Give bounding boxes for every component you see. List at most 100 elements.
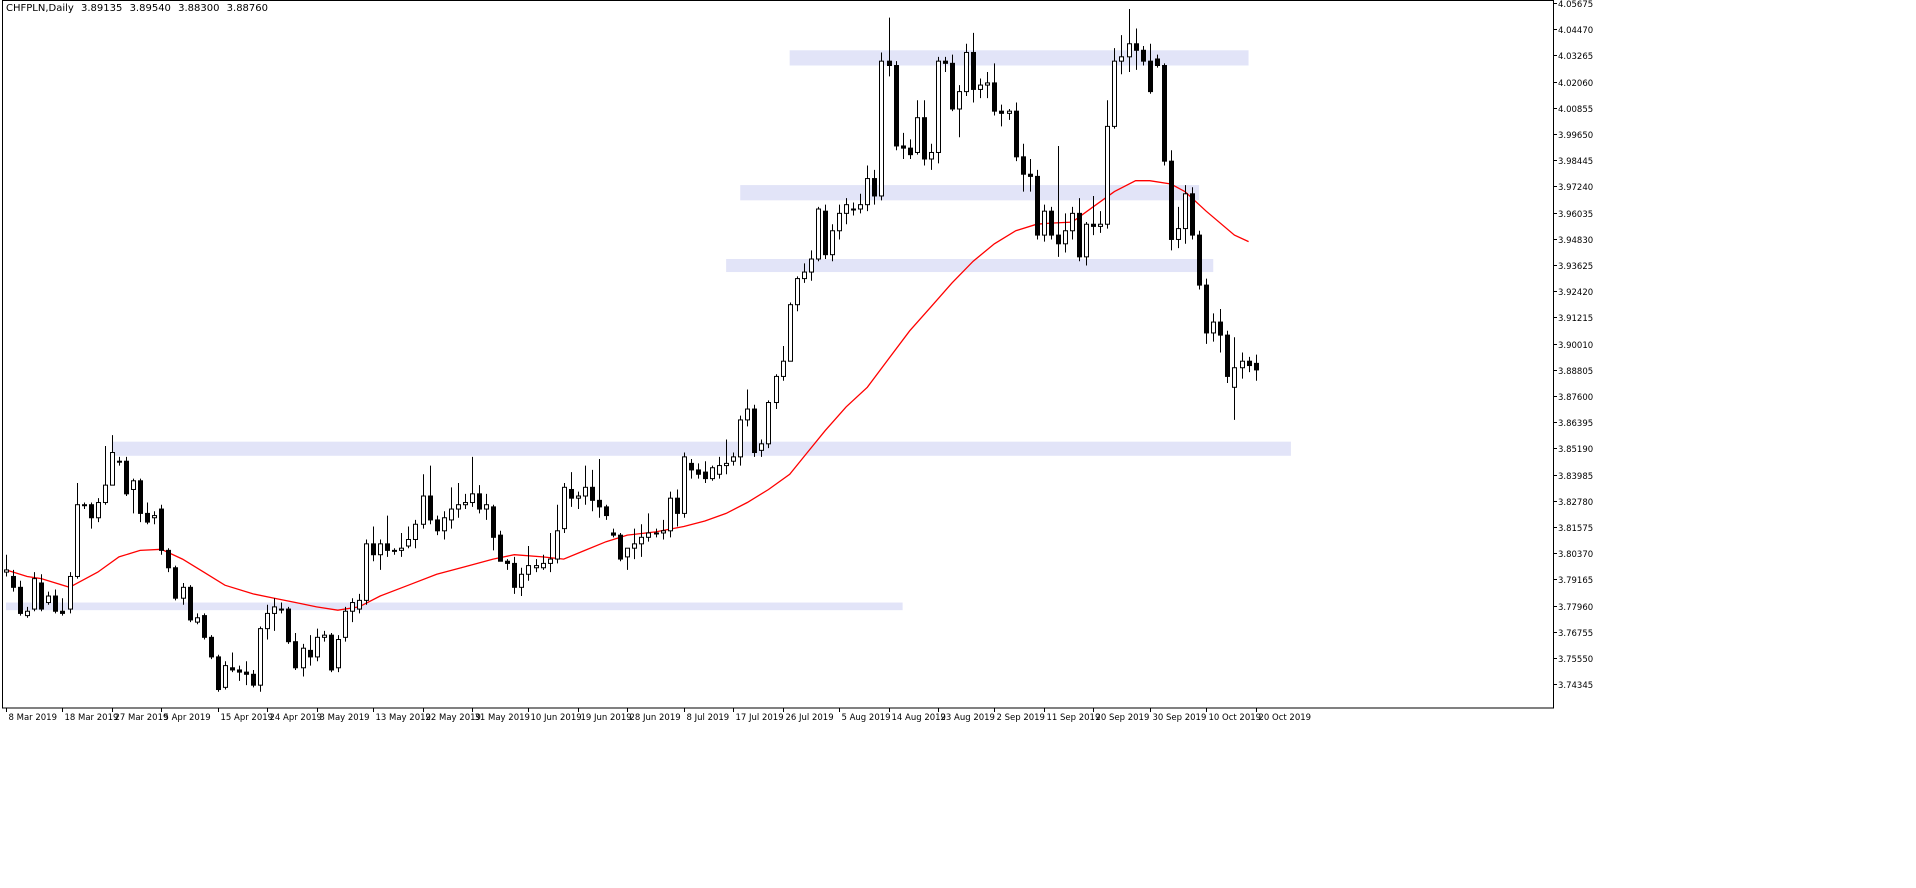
candle [251,669,256,688]
candle-body [329,634,334,671]
candle-body [173,567,178,599]
time-tick-label: 2 Sep 2019 [997,713,1045,723]
candle-body [4,569,9,573]
candle [738,415,743,466]
candle [901,132,906,160]
candle-body [470,493,475,504]
candle [830,224,835,262]
candle-body [929,151,934,160]
candle [159,504,164,555]
candle [519,567,524,597]
candle-body [1021,156,1026,175]
candle-body [364,543,369,601]
time-tick-label: 20 Sep 2019 [1096,713,1150,723]
close-price: 3.88760 [226,3,269,14]
price-tick-label: 3.98445 [1558,157,1593,167]
candle [992,63,997,116]
candle [844,198,849,225]
candle [1063,213,1068,253]
candle-body [879,60,884,197]
candle [1204,278,1209,344]
candle-body [668,497,673,532]
candle [1021,143,1026,192]
candle-body [985,82,990,86]
candle-body [96,502,101,519]
candle [1197,230,1202,290]
candle [399,532,404,557]
time-tick-label: 10 Jun 2019 [531,713,582,723]
candle-body [781,360,786,377]
candle-body [978,84,983,90]
candle-body [576,495,581,499]
candle [265,604,270,640]
candle-body [724,462,729,467]
candle [682,452,687,518]
candle [435,515,440,536]
candle-body [625,547,630,558]
price-tick-label: 4.02060 [1558,79,1593,89]
candle-body [512,562,517,588]
time-tick-label: 3 May 2019 [320,713,370,723]
time-tick-label: 26 Jul 2019 [786,713,834,723]
candle [555,504,560,564]
candle-body [1049,210,1054,236]
candle [152,511,157,525]
candle-body [406,538,411,547]
candle-body [1119,56,1124,62]
candle-body [463,502,468,506]
candle [230,652,235,673]
candle [32,572,37,612]
candle-body [922,117,927,160]
candle [541,554,546,570]
candle-body [456,504,461,510]
candle [385,515,390,557]
price-tick-label: 3.76755 [1558,629,1593,639]
candle-body [1134,43,1139,51]
candle [110,435,115,486]
candle-body [1232,367,1237,388]
candle-body [39,582,44,610]
candle [449,487,454,529]
candle-body [244,671,249,675]
candle [484,493,489,520]
candle [795,276,800,312]
zone-band [740,185,1200,201]
candle [745,389,750,427]
candle [1042,204,1047,242]
candle-body [399,547,404,551]
candle [223,661,228,690]
candle-body [279,608,284,611]
candle [11,569,16,592]
candle-body [731,456,736,462]
candle [1084,222,1089,266]
candle-body [823,210,828,256]
candle [181,582,186,605]
price-tick-label: 3.77960 [1558,603,1593,613]
candle [985,72,990,99]
candle-body [413,523,418,540]
candle-body [286,608,291,643]
candle [858,193,863,214]
price-tick-label: 3.96035 [1558,210,1593,220]
candle-body [646,532,651,538]
price-tick-label: 3.75550 [1558,655,1593,665]
candle [703,461,708,483]
candle [1077,198,1082,262]
candle [618,532,623,562]
candle-body [46,595,51,604]
candle-body [1247,360,1252,367]
candle-body [562,486,567,530]
candle [258,626,263,692]
candle [759,439,764,457]
candle [922,100,927,166]
candle [964,43,969,96]
candle-body [1155,58,1160,67]
candle [879,52,884,201]
time-tick-label: 10 Oct 2019 [1209,713,1262,723]
price-axis: 4.05675 4.04470 4.03265 4.02060 4.00855 3.996… [1553,0,1593,691]
candle-body [1091,223,1096,227]
candle [505,559,510,570]
candle-body [25,610,30,617]
price-tick-label: 3.87600 [1558,393,1593,403]
candle-body [964,51,969,93]
